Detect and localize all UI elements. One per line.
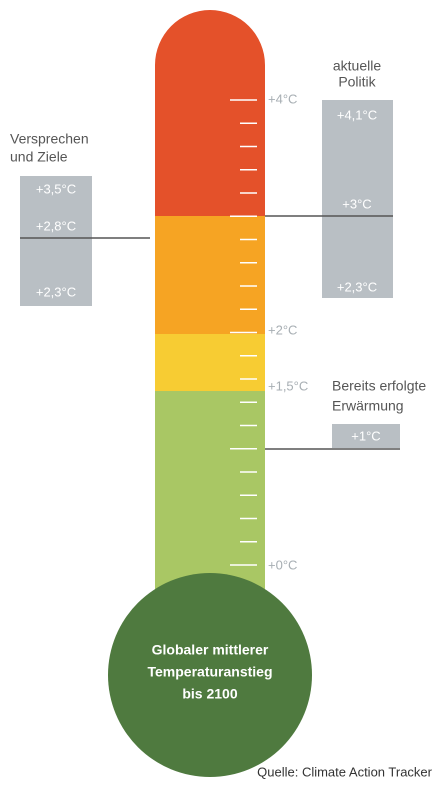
box-label: +2,8°C (36, 218, 76, 233)
tick-marks (230, 99, 257, 566)
heading: Versprechen (10, 131, 89, 147)
box-label: +2,3°C (337, 279, 377, 294)
band-red (155, 10, 265, 216)
thermometer-tube (155, 10, 265, 600)
range-box (322, 100, 393, 298)
band-orange (155, 216, 265, 334)
box-label: +1°C (351, 428, 380, 443)
heading: Erwärmung (332, 398, 404, 414)
box-label: +3°C (342, 196, 371, 211)
heading: aktuelle (333, 58, 381, 74)
heading: und Ziele (10, 149, 68, 165)
range-box (332, 424, 400, 448)
box-label: +3,5°C (36, 181, 76, 196)
heading: Bereits erfolgte (332, 378, 426, 394)
box-label: +2,3°C (36, 284, 76, 299)
source: Quelle: Climate Action Tracker (257, 764, 433, 779)
bulb (108, 573, 312, 777)
bulb-text: bis 2100 (182, 686, 237, 702)
band-yellow (155, 334, 265, 391)
bulb-text: Temperaturanstieg (148, 664, 273, 680)
scale-label: +0°C (268, 557, 297, 572)
range-box (20, 176, 92, 306)
scale-label: +4°C (268, 91, 297, 106)
box-label: +4,1°C (337, 107, 377, 122)
heading: Politik (338, 74, 376, 90)
scale-label: +2°C (268, 322, 297, 337)
bulb-text: Globaler mittlerer (152, 642, 269, 658)
scale-label: +1,5°C (268, 378, 308, 393)
